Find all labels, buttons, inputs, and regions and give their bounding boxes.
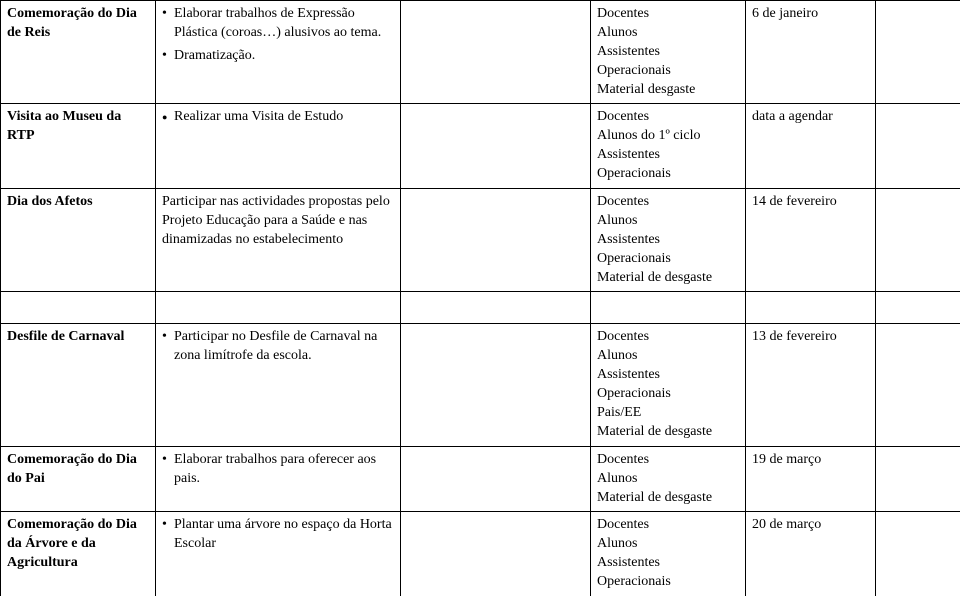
table-row: Dia dos Afetos Participar nas actividade… <box>1 189 960 292</box>
cell-empty <box>876 446 960 512</box>
cell-title: Comemoração do Dia do Pai <box>1 446 156 512</box>
cell-recipients: Docentes Alunos Assistentes Operacionais… <box>591 324 746 446</box>
cell-empty <box>401 446 591 512</box>
cell-date: 13 de fevereiro <box>746 324 876 446</box>
cell-empty <box>401 189 591 292</box>
cell-date: 14 de fevereiro <box>746 189 876 292</box>
cell-title: Comemoração do Dia da Árvore e da Agricu… <box>1 512 156 596</box>
cell-recipients: Docentes Alunos Assistentes Operacionais <box>591 512 746 596</box>
table-row: Comemoração do Dia do Pai Elaborar traba… <box>1 446 960 512</box>
cell-empty <box>876 104 960 189</box>
cell-activities: Participar nas actividades propostas pel… <box>156 189 401 292</box>
cell-empty <box>876 512 960 596</box>
activity-item: Participar no Desfile de Carnaval na zon… <box>162 328 394 366</box>
cell-activities: Realizar uma Visita de Estudo <box>156 104 401 189</box>
cell-activities: Participar no Desfile de Carnaval na zon… <box>156 324 401 446</box>
activity-item: Realizar uma Visita de Estudo <box>162 108 394 127</box>
gap-row <box>1 292 960 324</box>
activity-item: Elaborar trabalhos para oferecer aos pai… <box>162 451 394 489</box>
cell-empty <box>876 189 960 292</box>
cell-title: Desfile de Carnaval <box>1 324 156 446</box>
cell-empty <box>401 1 591 104</box>
cell-activities: Plantar uma árvore no espaço da Horta Es… <box>156 512 401 596</box>
cell-activities: Elaborar trabalhos para oferecer aos pai… <box>156 446 401 512</box>
cell-recipients: Docentes Alunos Material de desgaste <box>591 446 746 512</box>
cell-recipients: Docentes Alunos Assistentes Operacionais… <box>591 189 746 292</box>
table-row: Comemoração do Dia de Reis Elaborar trab… <box>1 1 960 104</box>
activity-item: Participar nas actividades propostas pel… <box>162 194 390 247</box>
activities-table: Comemoração do Dia de Reis Elaborar trab… <box>0 0 960 596</box>
table-row: Desfile de Carnaval Participar no Desfil… <box>1 324 960 446</box>
table-row: Visita ao Museu da RTP Realizar uma Visi… <box>1 104 960 189</box>
cell-title: Comemoração do Dia de Reis <box>1 1 156 104</box>
cell-recipients: Docentes Alunos do 1º ciclo Assistentes … <box>591 104 746 189</box>
cell-empty <box>401 104 591 189</box>
cell-empty <box>401 512 591 596</box>
cell-title: Visita ao Museu da RTP <box>1 104 156 189</box>
cell-empty <box>876 324 960 446</box>
cell-empty <box>876 1 960 104</box>
cell-empty <box>401 324 591 446</box>
cell-title: Dia dos Afetos <box>1 189 156 292</box>
table-row: Comemoração do Dia da Árvore e da Agricu… <box>1 512 960 596</box>
cell-date: data a agendar <box>746 104 876 189</box>
cell-date: 6 de janeiro <box>746 1 876 104</box>
activity-item: Plantar uma árvore no espaço da Horta Es… <box>162 516 394 554</box>
activity-item: Elaborar trabalhos de Expressão Plástica… <box>162 5 394 43</box>
cell-date: 19 de março <box>746 446 876 512</box>
cell-activities: Elaborar trabalhos de Expressão Plástica… <box>156 1 401 104</box>
cell-date: 20 de março <box>746 512 876 596</box>
cell-recipients: Docentes Alunos Assistentes Operacionais… <box>591 1 746 104</box>
activity-item: Dramatização. <box>162 47 394 66</box>
